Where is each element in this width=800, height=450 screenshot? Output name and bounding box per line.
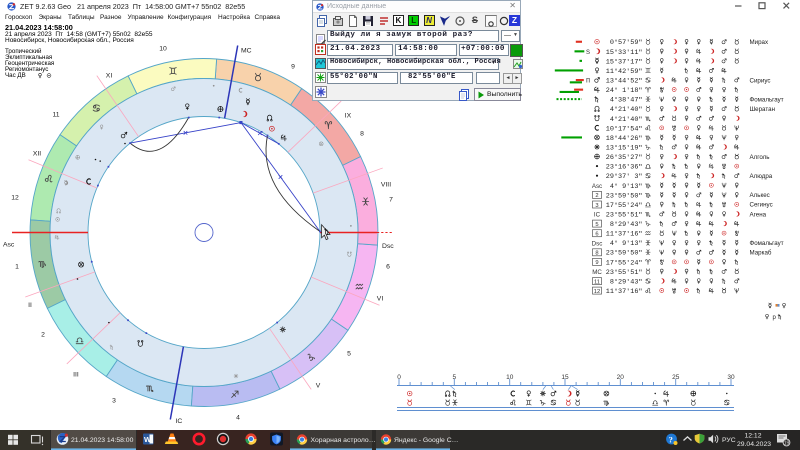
svg-text:Сегинус: Сегинус — [750, 202, 773, 209]
svg-text:7: 7 — [389, 196, 393, 203]
svg-text:21.04.2023 14:58:00: 21.04.2023 14:58:00 — [71, 437, 134, 444]
svg-text:9: 9 — [291, 63, 295, 70]
svg-text:Яндекс - Google C…: Яндекс - Google C… — [394, 437, 458, 444]
svg-text:11°37'16": 11°37'16" — [606, 287, 643, 296]
svg-text:Dsc: Dsc — [592, 240, 603, 247]
svg-text:VI: VI — [377, 295, 384, 302]
svg-text:23°59'50": 23°59'50" — [606, 191, 643, 200]
svg-text:4°38'47": 4°38'47" — [606, 96, 643, 105]
svg-text:13°44'52": 13°44'52" — [606, 77, 643, 86]
svg-text:Алькес: Алькес — [750, 192, 770, 199]
svg-text:1: 1 — [15, 263, 19, 270]
svg-text:Asc: Asc — [592, 183, 602, 190]
svg-text:Хорарная астроло…: Хорарная астроло… — [311, 437, 376, 444]
svg-text:IX: IX — [345, 112, 352, 119]
svg-text:5: 5 — [347, 350, 351, 357]
svg-text:Фомальгаут: Фомальгаут — [750, 96, 784, 103]
svg-text:17°55'24": 17°55'24" — [606, 201, 643, 210]
svg-text:29°37' 3": 29°37' 3" — [606, 172, 643, 181]
svg-text:5: 5 — [595, 222, 598, 228]
svg-text:12: 12 — [594, 289, 600, 295]
svg-text:8°29'43": 8°29'43" — [606, 277, 643, 286]
svg-text:Dsc: Dsc — [382, 243, 394, 250]
svg-text:8: 8 — [360, 130, 364, 137]
svg-text:17°55'24": 17°55'24" — [606, 258, 643, 267]
svg-text:4°21'40": 4°21'40" — [606, 105, 643, 114]
svg-text:15°33'11": 15°33'11" — [606, 48, 643, 57]
svg-text:4°21'40": 4°21'40" — [606, 115, 643, 124]
svg-text:XI: XI — [106, 72, 113, 79]
svg-text:26°35'27": 26°35'27" — [606, 153, 643, 162]
svg-text:П: П — [586, 78, 590, 86]
svg-text:24° 1'18": 24° 1'18" — [606, 86, 643, 95]
svg-text:4: 4 — [236, 414, 240, 421]
svg-text:9: 9 — [595, 260, 598, 266]
svg-text:20: 20 — [617, 374, 625, 381]
svg-text:18°44'26": 18°44'26" — [606, 134, 643, 143]
svg-text:Алголь: Алголь — [750, 154, 770, 161]
svg-text:23°16'36": 23°16'36" — [606, 163, 643, 172]
svg-text:W: W — [144, 435, 152, 444]
svg-text:6: 6 — [595, 232, 598, 238]
svg-text:2: 2 — [41, 331, 45, 338]
svg-text:VIII: VIII — [381, 181, 391, 188]
svg-text:8°29'43": 8°29'43" — [606, 220, 643, 229]
svg-text:5: 5 — [452, 374, 456, 381]
svg-text:Asc: Asc — [3, 242, 15, 249]
svg-text:Мирах: Мирах — [750, 39, 769, 46]
svg-text:25: 25 — [672, 374, 680, 381]
svg-text:12:12: 12:12 — [744, 432, 761, 439]
svg-text:MC: MC — [592, 269, 602, 276]
svg-text:8: 8 — [595, 251, 598, 257]
svg-text:0: 0 — [397, 374, 401, 381]
svg-text:Сириус: Сириус — [750, 77, 771, 84]
svg-text:10: 10 — [506, 374, 514, 381]
svg-text:p: p — [773, 315, 777, 321]
svg-text:29.04.2023: 29.04.2023 — [737, 441, 771, 448]
svg-text:11: 11 — [52, 111, 59, 118]
svg-text:15: 15 — [561, 374, 569, 381]
svg-text:23°55'51": 23°55'51" — [606, 268, 643, 277]
svg-text:IC: IC — [594, 212, 601, 219]
svg-text:Алюдра: Алюдра — [750, 173, 773, 180]
svg-text:Агена: Агена — [750, 211, 767, 218]
svg-text:23°55'51": 23°55'51" — [606, 211, 643, 220]
svg-text:15°37'17": 15°37'17" — [606, 57, 643, 66]
svg-text:XII: XII — [33, 150, 41, 157]
svg-text:MC: MC — [241, 48, 252, 55]
svg-text:РУС: РУС — [722, 437, 736, 444]
svg-text:Шератан: Шератан — [750, 106, 775, 113]
svg-text:11: 11 — [594, 279, 600, 285]
svg-text:0°57'59": 0°57'59" — [606, 38, 643, 47]
svg-text:4° 9'13": 4° 9'13" — [606, 239, 643, 248]
svg-text:10: 10 — [159, 45, 167, 52]
svg-text:12: 12 — [11, 194, 19, 201]
svg-text:19: 19 — [784, 441, 790, 447]
svg-text:10°17'54": 10°17'54" — [606, 124, 643, 133]
svg-text:4° 9'13": 4° 9'13" — [606, 182, 643, 191]
svg-text:?: ? — [669, 434, 673, 444]
svg-text:III: III — [73, 371, 79, 378]
svg-text:3: 3 — [112, 397, 116, 404]
svg-text:11°42'59": 11°42'59" — [606, 67, 643, 76]
svg-text:Маркаб: Маркаб — [750, 250, 772, 257]
svg-text:V: V — [316, 382, 321, 389]
svg-text:II: II — [28, 302, 32, 309]
svg-text:Фомальгаут: Фомальгаут — [750, 240, 784, 247]
svg-text:3: 3 — [595, 203, 598, 209]
svg-text:23°59'50": 23°59'50" — [606, 249, 643, 258]
svg-text:IC: IC — [176, 418, 183, 425]
svg-text:30: 30 — [727, 374, 735, 381]
svg-text:6: 6 — [386, 263, 390, 270]
svg-text:11°37'16": 11°37'16" — [606, 230, 643, 239]
svg-text:S: S — [586, 49, 590, 57]
svg-text:13°15'19": 13°15'19" — [606, 144, 643, 153]
svg-text:2: 2 — [595, 193, 598, 199]
